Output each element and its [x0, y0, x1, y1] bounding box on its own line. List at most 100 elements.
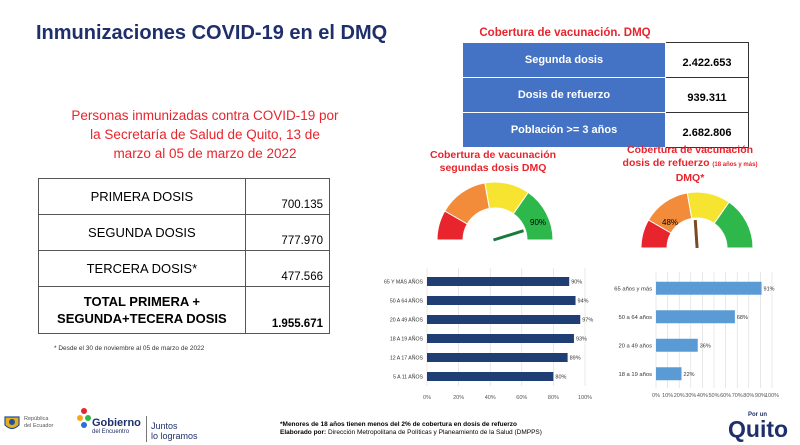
dose-value: 777.970 — [244, 214, 331, 251]
gauge2-title-line: dosis de refuerzo (18 años y más) — [605, 157, 775, 172]
total-label-line: SEGUNDA+TECERA DOSIS — [57, 311, 227, 326]
republica-line: República — [24, 416, 49, 422]
gauge2: 48% — [640, 191, 754, 249]
coverage-label: Segunda dosis — [462, 42, 666, 78]
gauge1-needle — [493, 229, 524, 242]
gauge1: 90% — [436, 181, 554, 242]
total-value: 1.955.671 — [244, 286, 331, 334]
bar — [427, 372, 554, 381]
gauge-segment — [512, 191, 554, 241]
data-label: 68% — [737, 315, 748, 321]
category-label: 12 A 17 AÑOS — [390, 355, 424, 362]
note-line: *Menores de 18 años tienen menos del 2% … — [280, 421, 517, 428]
category-label: 20 a 49 años — [618, 343, 652, 349]
republica-logo: República del Ecuador — [24, 416, 53, 430]
x-tick-label: 60% — [720, 393, 731, 399]
republica-line: del Ecuador — [24, 423, 54, 429]
gauge2-title-text: dosis de refuerzo — [622, 157, 710, 169]
gauge2-title-line: Cobertura de vacunación — [626, 144, 754, 156]
subtitle-line: marzo al 05 de marzo de 2022 — [113, 146, 297, 161]
gobierno-logo: Gobierno del Encuentro — [92, 417, 141, 437]
coverage-label: Población >= 3 años — [462, 112, 666, 148]
category-label: 5 A 11 AÑOS — [393, 374, 423, 381]
data-label: 90% — [571, 280, 582, 286]
data-label: 93% — [576, 337, 587, 343]
category-label: 20 A 49 AÑOS — [390, 317, 424, 324]
note-bold: Elaborado por: — [280, 429, 327, 436]
table-row: Segunda dosis 2.422.653 — [462, 42, 749, 78]
x-tick-label: 80% — [548, 395, 559, 401]
age-coverage-chart-second-dose: 0% 20% 40% 60% 80% 100% 65 Y MÁS AÑOS 90% 50 A 6… — [384, 268, 593, 401]
x-tick-label: 0% — [423, 395, 431, 401]
gauge1-title-line: segundas dosis DMQ — [439, 162, 547, 174]
category-label: 65 años y más — [614, 286, 652, 292]
gauge2-value-label: 48% — [662, 218, 678, 227]
coverage-value: 2.682.806 — [665, 112, 749, 148]
page-title: Inmunizaciones COVID-19 en el DMQ — [36, 22, 388, 44]
x-tick-label: 90% — [755, 393, 766, 399]
coverage-value: 2.422.653 — [665, 42, 749, 78]
dose-label: TERCERA DOSIS* — [38, 250, 246, 287]
logo-divider — [146, 416, 147, 442]
quito-logo-small: Por un — [748, 412, 767, 418]
subtitle-line: la Secretaría de Salud de Quito, 13 de — [90, 127, 320, 142]
x-tick-label: 0% — [652, 393, 660, 399]
dose-label: PRIMERA DOSIS — [38, 178, 246, 215]
bar — [656, 338, 698, 352]
bar — [427, 353, 568, 362]
data-label: 97% — [582, 318, 593, 324]
x-tick-label: 10% — [662, 393, 673, 399]
x-tick-label: 100% — [765, 393, 779, 399]
gauge1-title: Cobertura de vacunación segundas dosis D… — [418, 149, 568, 175]
dose-value: 700.135 — [244, 178, 331, 215]
table-row: TERCERA DOSIS* 477.566 — [38, 250, 331, 287]
bar — [656, 310, 735, 324]
gauge2-arc — [640, 191, 754, 249]
table-row: Dosis de refuerzo 939.311 — [462, 77, 749, 113]
category-label: 65 Y MÁS AÑOS — [384, 279, 424, 286]
x-tick-label: 40% — [697, 393, 708, 399]
coverage-value: 939.311 — [665, 77, 749, 113]
gauge1-value-label: 90% — [530, 218, 546, 227]
gauge1-title-line: Cobertura de vacunación — [429, 149, 557, 161]
subtitle-line: Personas inmunizadas contra COVID-19 por — [71, 108, 339, 123]
juntos-line: Juntos — [151, 421, 178, 431]
gauge1-arc — [436, 181, 554, 241]
data-label: 22% — [684, 372, 695, 378]
gauge2-needle — [693, 219, 699, 249]
bar — [427, 277, 570, 286]
data-label: 89% — [570, 356, 581, 362]
dose-value: 477.566 — [244, 250, 331, 287]
table-row: SEGUNDA DOSIS 777.970 — [38, 214, 331, 251]
x-tick-label: 40% — [485, 395, 496, 401]
bar — [427, 315, 581, 324]
note-text: Dirección Metropolitana de Políticas y P… — [326, 429, 542, 436]
total-label-line: TOTAL PRIMERA + — [83, 294, 200, 309]
x-tick-label: 60% — [516, 395, 527, 401]
juntos-logo: Juntos lo logramos — [151, 421, 198, 441]
juntos-line: lo logramos — [151, 431, 198, 441]
bar — [656, 367, 682, 381]
footer-notes: *Menores de 18 años tienen menos del 2% … — [280, 421, 542, 437]
data-label: 91% — [764, 286, 775, 292]
coverage-title: Cobertura de vacunación. DMQ — [479, 27, 651, 39]
total-label: TOTAL PRIMERA + SEGUNDA+TECERA DOSIS — [38, 286, 246, 334]
gauge-segment — [713, 201, 754, 249]
data-label: 80% — [555, 375, 566, 381]
age-coverage-chart-booster: 0% 10% 20% 30% 40% 50% 60% 70% 80% 90% 100% 65 años… — [614, 272, 779, 399]
bar — [427, 296, 576, 305]
category-label: 50 A 64 AÑOS — [390, 298, 424, 305]
x-tick-label: 80% — [743, 393, 754, 399]
note-line: Elaborado por: Dirección Metropolitana d… — [280, 429, 542, 437]
x-tick-label: 50% — [708, 393, 719, 399]
bar — [427, 334, 574, 343]
ecuador-shield-icon — [4, 416, 20, 430]
gobierno-line: Gobierno — [92, 417, 141, 429]
x-tick-label: 30% — [685, 393, 696, 399]
category-label: 18 a 19 años — [618, 372, 652, 378]
bar — [656, 281, 762, 295]
left-subtitle: Personas inmunizadas contra COVID-19 por… — [40, 106, 370, 163]
gauge2-title-small: (18 años y más) — [712, 162, 758, 168]
category-label: 18 A 19 AÑOS — [390, 336, 424, 343]
quito-logo: Quito — [728, 416, 789, 442]
